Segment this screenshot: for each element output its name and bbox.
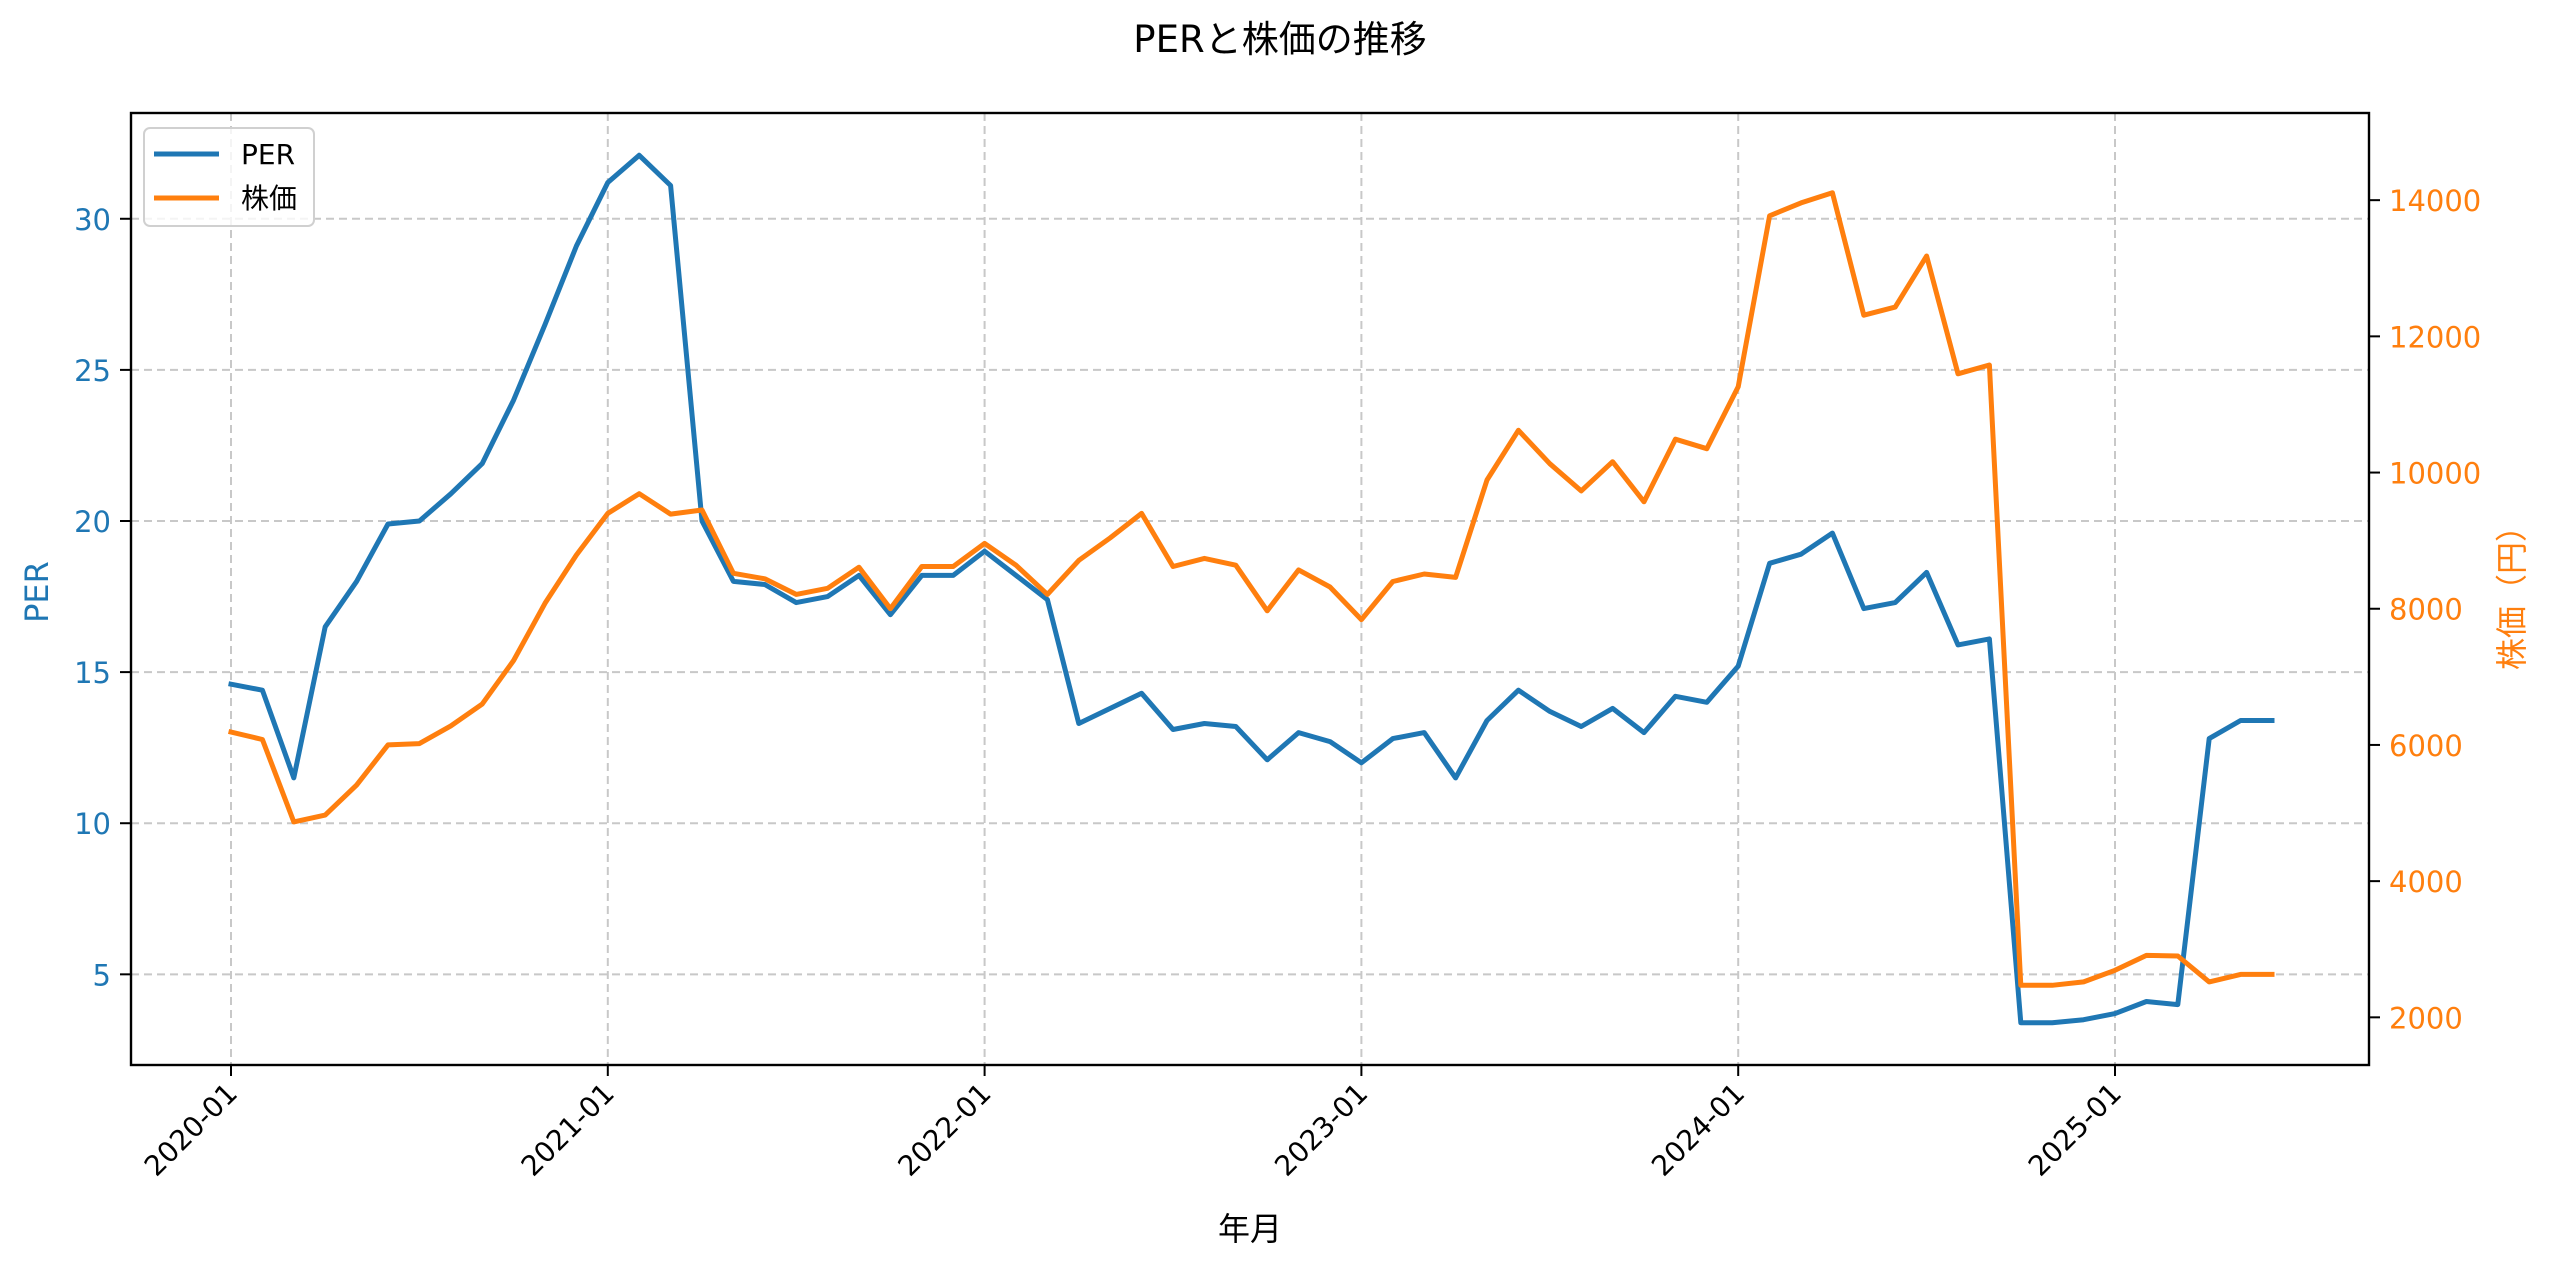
y-tick-label-left: 15	[74, 656, 111, 690]
y-axis-left-label: PER	[18, 561, 56, 623]
legend-per-label: PER	[241, 138, 295, 171]
y-tick-label-left: 30	[74, 203, 111, 237]
legend-price-label: 株価	[241, 182, 297, 215]
per-line	[228, 152, 2275, 1026]
x-axis-label: 年月	[1218, 1210, 1282, 1248]
y-tick-label-right: 8000	[2389, 593, 2463, 627]
y-tick-label-right: 10000	[2389, 457, 2481, 491]
y-tick-label-left: 20	[74, 505, 111, 539]
y-tick-label-right: 6000	[2389, 729, 2463, 763]
x-tick-label: 2021-01	[515, 1077, 621, 1183]
y-tick-label-right: 2000	[2389, 1001, 2463, 1035]
price-line	[227, 190, 2275, 988]
x-tick-label: 2022-01	[891, 1077, 997, 1183]
x-tick-label: 2020-01	[138, 1077, 244, 1183]
x-tick-label: 2025-01	[2022, 1077, 2128, 1183]
legend: PER 株価	[143, 127, 315, 227]
y-tick-label-left: 10	[74, 807, 111, 841]
plot-lines	[227, 152, 2275, 1026]
x-axis: 2020-01 2021-01 2022-01 2023-01 2024-01 2025-…	[138, 1065, 2128, 1183]
plot-area-frame	[129, 111, 2371, 1067]
x-tick-label: 2024-01	[1645, 1077, 1751, 1183]
y-tick-label-right: 4000	[2389, 865, 2463, 899]
y-axis-right: 2000 4000 6000 8000 10000 12000 14000	[2369, 184, 2481, 1035]
x-tick-label: 2023-01	[1268, 1077, 1374, 1183]
y-tick-label-left: 25	[74, 354, 111, 388]
chart-title: PERと株価の推移	[1133, 18, 1426, 61]
y-tick-label-left: 5	[93, 958, 111, 992]
y-tick-label-right: 12000	[2389, 320, 2481, 354]
y-axis-left: 5 10 15 20 25 30	[74, 203, 131, 992]
y-axis-right-label: 株価（円）	[2493, 510, 2531, 670]
y-tick-label-right: 14000	[2389, 184, 2481, 218]
